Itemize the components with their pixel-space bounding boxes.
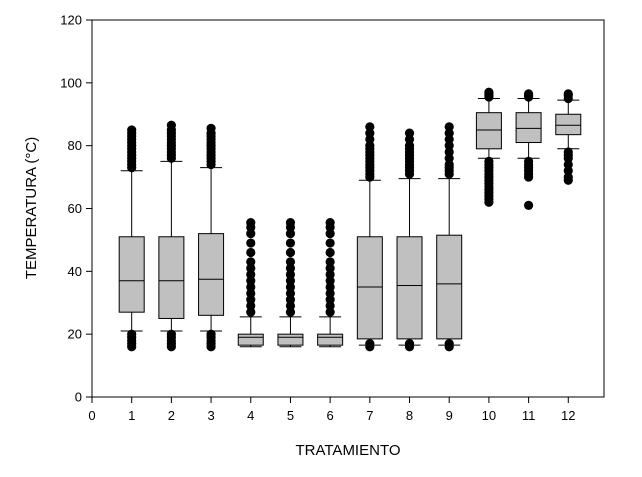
box-treatment-6	[317, 218, 344, 348]
outlier-point	[484, 87, 494, 97]
outlier-point	[206, 123, 216, 133]
outlier-point	[206, 329, 216, 339]
box-treatment-5	[277, 218, 304, 348]
outlier-point	[246, 247, 256, 258]
y-tick-label: 80	[68, 138, 82, 153]
x-tick-label: 2	[168, 408, 175, 423]
box-treatment-12	[555, 89, 582, 185]
iqr-box	[198, 233, 225, 316]
outlier-point	[285, 247, 296, 258]
box-treatment-1	[118, 125, 145, 352]
y-tick-label: 40	[68, 264, 82, 279]
box-treatment-4	[237, 218, 264, 348]
outlier-point	[484, 156, 494, 166]
box-treatment-2	[158, 120, 185, 352]
x-tick-label: 4	[247, 408, 254, 423]
outlier-point	[444, 338, 454, 349]
outlier-point	[523, 156, 534, 166]
box-treatment-3	[198, 123, 225, 352]
outlier-point	[523, 89, 534, 99]
outlier-point	[127, 329, 137, 339]
iqr-box	[118, 236, 145, 313]
iqr-box	[475, 112, 502, 150]
y-tick-label: 0	[75, 390, 82, 405]
iqr-box	[158, 236, 185, 319]
outlier-point	[563, 147, 573, 157]
boxes	[118, 87, 582, 352]
x-tick-label: 1	[128, 408, 135, 423]
y-tick-label: 120	[60, 13, 82, 28]
outlier-point	[166, 329, 176, 339]
x-tick-label: 8	[406, 408, 413, 423]
iqr-box	[277, 333, 304, 346]
box-treatment-11	[515, 89, 542, 210]
outlier-point	[127, 125, 137, 135]
y-tick-label: 100	[60, 75, 82, 90]
x-tick-label: 0	[88, 408, 95, 423]
iqr-box	[515, 112, 542, 144]
outlier-point	[404, 338, 415, 349]
x-tick-label: 5	[287, 408, 294, 423]
outlier-point	[404, 128, 415, 138]
iqr-box	[396, 236, 423, 340]
x-axis-title: TRATAMIENTO	[296, 442, 401, 459]
outlier-point	[246, 257, 256, 267]
outlier-point	[246, 238, 256, 248]
x-tick-label: 3	[207, 408, 214, 423]
outlier-point	[325, 257, 335, 267]
x-tick-label: 9	[446, 408, 453, 423]
iqr-box	[436, 234, 463, 340]
outlier-point	[365, 122, 375, 132]
box-treatment-7	[356, 122, 383, 352]
outlier-point	[523, 200, 534, 210]
x-tick-label: 10	[482, 408, 496, 423]
outlier-point	[563, 89, 573, 99]
outlier-point	[285, 257, 296, 267]
iqr-box	[555, 113, 582, 136]
box-treatment-10	[475, 87, 502, 207]
iqr-box	[317, 333, 344, 346]
outlier-point	[166, 120, 176, 130]
iqr-box	[237, 333, 264, 346]
outlier-point	[325, 238, 335, 248]
outlier-point	[285, 238, 296, 248]
box-treatment-8	[396, 128, 423, 352]
outlier-point	[246, 218, 256, 228]
outlier-point	[365, 338, 375, 349]
x-tick-label: 7	[366, 408, 373, 423]
outlier-point	[285, 218, 296, 228]
outlier-point	[325, 218, 335, 228]
x-tick-label: 6	[327, 408, 334, 423]
iqr-box	[356, 236, 383, 340]
box-treatment-9	[436, 122, 463, 352]
y-tick-label: 60	[68, 201, 82, 216]
outlier-point	[444, 122, 454, 132]
x-tick-label: 11	[522, 408, 536, 423]
y-tick-label: 20	[68, 327, 82, 342]
outlier-point	[325, 247, 335, 258]
x-tick-label: 12	[561, 408, 575, 423]
y-axis-title: TEMPERATURA (°C)	[23, 137, 40, 279]
